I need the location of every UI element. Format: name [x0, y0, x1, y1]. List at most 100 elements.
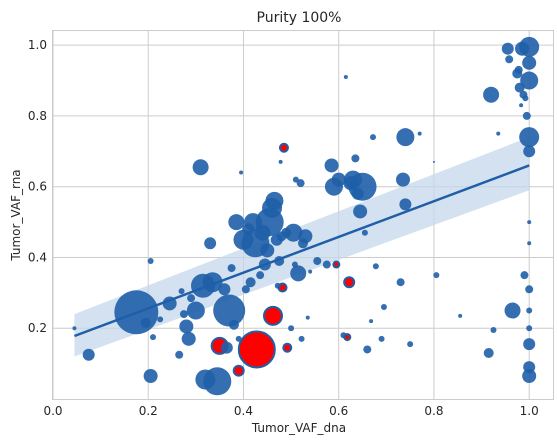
data-point [218, 283, 231, 296]
data-point [433, 272, 440, 279]
data-point [432, 160, 435, 163]
data-point [525, 285, 534, 294]
data-point [490, 327, 497, 333]
x-tick-label: 0.8 [424, 404, 443, 418]
data-point [343, 75, 348, 79]
data-point [265, 191, 284, 210]
data-point [147, 258, 154, 264]
y-tick-label: 0.2 [28, 321, 47, 335]
data-point [520, 271, 529, 280]
data-point [526, 325, 533, 332]
data-point [407, 341, 414, 348]
data-point [72, 326, 77, 331]
data-point [522, 95, 529, 102]
grid [52, 31, 553, 399]
data-point [260, 243, 275, 258]
data-point [523, 338, 536, 351]
data-point [483, 348, 494, 358]
data-point [308, 269, 313, 274]
highlighted-point [232, 364, 245, 377]
x-tick-label: 0.2 [139, 404, 158, 418]
data-point [396, 278, 405, 287]
data-point [305, 315, 310, 320]
data-point [82, 348, 95, 361]
data-point [396, 172, 410, 187]
data-point [331, 172, 346, 187]
data-point [496, 131, 501, 136]
data-point [324, 158, 339, 173]
data-point [514, 82, 525, 93]
data-point [254, 224, 271, 241]
chart-title: Purity 100% [257, 10, 342, 26]
data-point [520, 71, 539, 90]
data-point [351, 154, 360, 163]
data-point [361, 229, 368, 236]
data-point [227, 264, 236, 273]
data-point [322, 260, 331, 269]
data-point [501, 42, 514, 55]
data-point [292, 176, 299, 183]
data-point [504, 302, 521, 319]
data-point [372, 263, 379, 270]
data-point [378, 335, 385, 342]
data-point [213, 294, 246, 327]
data-point [291, 261, 298, 268]
data-point [458, 313, 463, 318]
data-point [195, 369, 216, 390]
data-point [242, 223, 255, 236]
data-point [274, 282, 281, 289]
data-point [343, 176, 358, 191]
x-tick-label: 1.0 [520, 404, 539, 418]
data-point [483, 86, 500, 103]
data-point [143, 369, 158, 383]
y-tick-label: 0.8 [28, 109, 47, 123]
regression-line-path [73, 164, 530, 338]
data-point [179, 319, 194, 334]
data-point [220, 341, 233, 354]
data-point [396, 128, 415, 147]
data-point [417, 131, 422, 136]
data-point [313, 257, 322, 265]
y-tick-label: 0.4 [28, 250, 47, 264]
data-point [186, 301, 205, 320]
data-point [239, 170, 244, 175]
data-point [187, 294, 196, 303]
data-point [288, 325, 295, 332]
data-point [140, 317, 151, 328]
highlighted-point [263, 305, 283, 326]
highlighted-point [278, 142, 289, 153]
data-point [351, 187, 364, 200]
highlighted-point [282, 342, 293, 353]
data-point [523, 145, 536, 158]
data-point [515, 41, 530, 56]
data-point [369, 319, 374, 324]
data-point [296, 179, 305, 188]
data-point [290, 265, 307, 282]
data-point [514, 65, 523, 74]
data-point [278, 159, 283, 164]
data-point [370, 134, 376, 141]
data-point [192, 159, 209, 176]
data-point [523, 361, 536, 374]
y-axis-label: Tumor_VAF_rna [9, 169, 23, 261]
data-point [228, 214, 245, 231]
data-point [399, 198, 412, 211]
y-tick-label: 0.6 [28, 180, 47, 194]
data-point [241, 285, 250, 294]
data-point [245, 277, 256, 288]
data-point [522, 55, 537, 70]
data-point [284, 223, 303, 242]
highlighted-point [343, 276, 356, 289]
x-tick-label: 0.4 [234, 404, 253, 418]
regression-line [73, 164, 530, 338]
data-points [72, 36, 540, 396]
highlighted-point [332, 260, 341, 269]
data-point [353, 204, 368, 219]
data-point [519, 127, 540, 148]
highlighted-point [343, 333, 352, 342]
data-point [281, 227, 292, 238]
highlighted-point [237, 330, 276, 369]
x-tick-label: 0.6 [329, 404, 348, 418]
data-point [298, 238, 308, 249]
